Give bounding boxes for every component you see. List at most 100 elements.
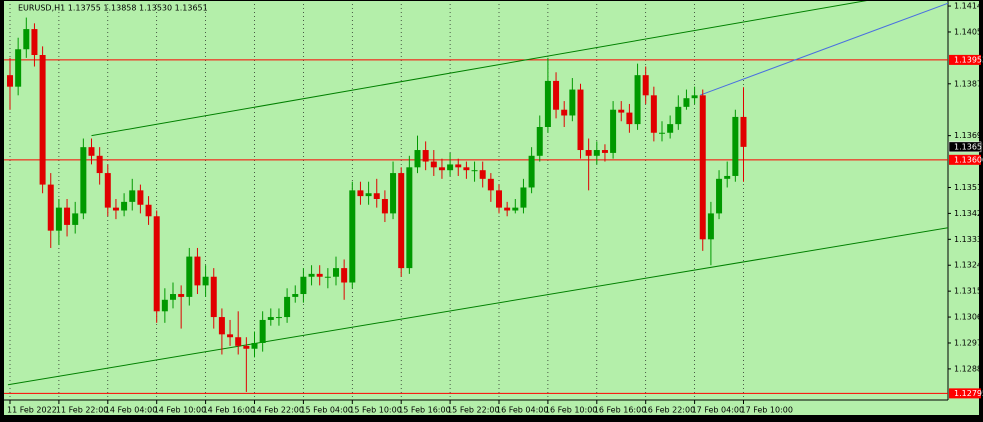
candle-body [251, 342, 258, 349]
candle-body [479, 170, 486, 179]
candle-body [137, 190, 144, 205]
candle-body [675, 106, 682, 125]
candle-body [610, 109, 617, 153]
last-price-box [948, 141, 982, 153]
candle-body [716, 178, 723, 214]
x-tick-label: 15 Feb 22:00 [447, 406, 499, 415]
candle-body [284, 296, 291, 318]
x-tick-label: 14 Feb 10:00 [154, 406, 206, 415]
x-tick-label: 16 Feb 16:00 [594, 406, 646, 415]
candle-body [691, 95, 698, 99]
candle-body [210, 276, 217, 318]
candle-body [178, 294, 185, 297]
level-label: 1.13606 [954, 155, 983, 164]
plot-background [4, 1, 979, 415]
candle-body [64, 207, 71, 225]
y-tick-label: 1.13330 [954, 235, 983, 244]
candle-body [80, 147, 87, 214]
candle-body [145, 204, 152, 217]
candle-body [129, 190, 136, 202]
candle-body [267, 317, 274, 320]
candle-body [47, 184, 54, 231]
candle-body [536, 126, 543, 156]
candle-body [471, 170, 478, 172]
candle-body [504, 207, 511, 211]
candle-body [72, 213, 79, 225]
candle-body [292, 294, 299, 297]
candle-body [365, 193, 372, 197]
candle-body [218, 317, 225, 335]
candle-body [626, 112, 633, 125]
candle-body [569, 89, 576, 116]
candle-body [357, 190, 364, 197]
candle-body [496, 190, 502, 208]
candle-body [455, 164, 462, 168]
candle-body [390, 173, 397, 214]
candle-body [650, 95, 657, 133]
x-tick-label: 16 Feb 22:00 [643, 406, 695, 415]
candle-body [259, 319, 266, 343]
x-tick-label: 17 Feb 04:00 [692, 406, 744, 415]
candle-body [577, 89, 584, 151]
candle-body [170, 294, 176, 300]
candle-body [194, 256, 201, 286]
candle-body [740, 116, 747, 147]
candle-body [300, 276, 307, 295]
candle-body [23, 29, 30, 50]
candle-body [406, 167, 413, 269]
candle-body [112, 207, 119, 211]
candle-body [381, 198, 388, 214]
candle-body [601, 150, 608, 153]
candle-body [593, 150, 600, 156]
level-label-box [949, 54, 981, 65]
candle-body [634, 75, 641, 125]
candle-body [544, 80, 551, 127]
candle-body [333, 268, 339, 277]
candle-body [707, 213, 714, 240]
candle-body [186, 256, 193, 297]
candle-body [585, 150, 592, 156]
candle-body [7, 75, 13, 87]
x-tick-label: 14 Feb 16:00 [203, 406, 255, 415]
chart-title: EURUSD,H1 1.13755 1.13858 1.13530 1.1365… [18, 4, 208, 13]
candle-body [153, 216, 160, 312]
candle-body [373, 193, 380, 199]
candle-body [227, 334, 234, 338]
candle-body [96, 155, 103, 174]
candle-body [341, 268, 348, 283]
candle-body [308, 273, 315, 277]
x-tick-label: 15 Feb 16:00 [398, 406, 450, 415]
candle-body [659, 132, 665, 134]
trendline [7, 227, 948, 386]
level-label-box [949, 388, 981, 399]
y-tick-label: 1.13240 [954, 261, 983, 270]
candle-body [438, 167, 445, 171]
y-tick-label: 1.13150 [954, 287, 983, 296]
plot-area [4, 1, 948, 400]
candle-body [618, 109, 625, 113]
candle-body [430, 161, 437, 168]
candle-body [316, 273, 323, 277]
x-tick-label: 16 Feb 04:00 [496, 406, 548, 415]
level-label: 1.13953 [954, 55, 983, 64]
x-tick-label: 11 Feb 22:00 [56, 406, 108, 415]
y-tick-label: 1.14050 [954, 27, 983, 36]
candle-body [463, 167, 470, 171]
y-tick-label: 1.12970 [954, 338, 983, 347]
candle-body [699, 95, 706, 240]
level-label: 1.12795 [954, 389, 983, 398]
candle-body [349, 190, 356, 283]
candle-body [528, 155, 535, 188]
candle-body [724, 175, 731, 179]
y-tick-label: 1.13510 [954, 183, 983, 192]
candle-body [324, 276, 331, 278]
candle-body [561, 109, 568, 116]
candle-body [683, 98, 690, 107]
candle-body [667, 124, 674, 133]
candle-body [512, 207, 519, 211]
candle-body [31, 29, 38, 56]
y-tick-label: 1.14140 [954, 2, 983, 11]
level-label-box [949, 154, 981, 165]
candle-body [161, 299, 168, 312]
